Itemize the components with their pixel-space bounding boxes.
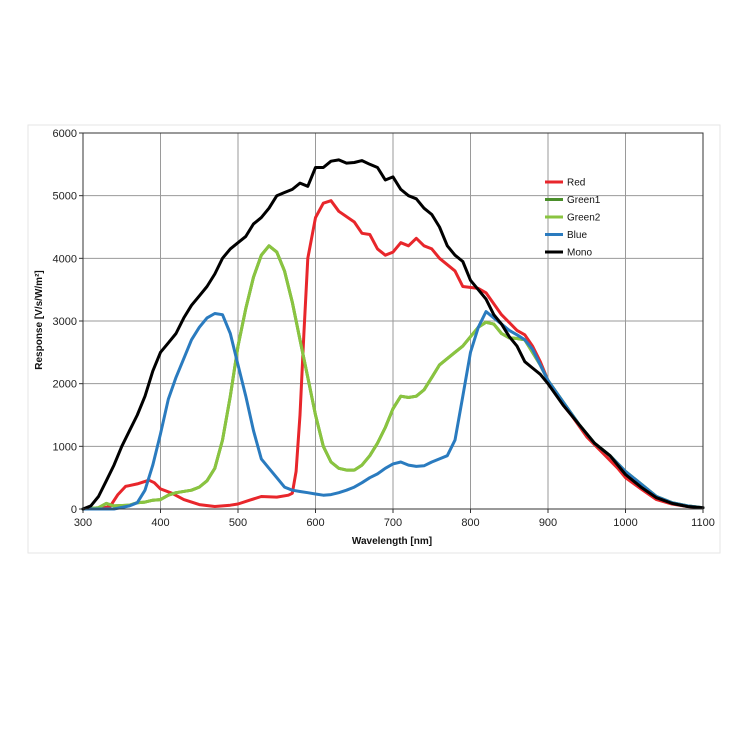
legend-label-green1: Green1 — [567, 195, 601, 206]
x-tick-label: 600 — [306, 517, 324, 529]
series-line-mono — [81, 158, 705, 511]
y-tick-label: 6000 — [53, 128, 77, 140]
legend-label-green2: Green2 — [567, 213, 601, 224]
x-tick-label: 700 — [384, 517, 402, 529]
y-axis-ticks: 0 1000 2000 3000 4000 5000 6000 — [53, 128, 83, 516]
y-tick-label: 2000 — [53, 379, 77, 391]
legend-label-red: Red — [567, 178, 585, 189]
x-tick-label: 300 — [74, 517, 92, 529]
x-tick-label: 900 — [539, 517, 557, 529]
series-line-blue — [81, 310, 705, 511]
legend-label-mono: Mono — [567, 248, 592, 259]
y-tick-label: 3000 — [53, 316, 77, 328]
x-tick-label: 500 — [229, 517, 247, 529]
legend-label-blue: Blue — [567, 230, 587, 241]
series-lines — [81, 158, 705, 511]
x-tick-label: 1000 — [613, 517, 637, 529]
legend: Red Green1 Green2 Blue Mono — [545, 178, 601, 259]
chart-frame — [27, 124, 721, 554]
x-axis-ticks: 300 400 500 600 700 800 900 1000 1100 — [74, 509, 715, 529]
x-tick-label: 400 — [151, 517, 169, 529]
x-tick-label: 1100 — [691, 517, 715, 529]
plot-border — [82, 132, 704, 510]
y-tick-label: 5000 — [53, 191, 77, 203]
y-tick-label: 1000 — [53, 441, 77, 453]
x-tick-label: 800 — [461, 517, 479, 529]
x-axis-title: Wavelength [nm] — [352, 536, 432, 547]
y-tick-label: 0 — [71, 504, 77, 516]
y-axis-title: Response [V/s/W/m²] — [34, 270, 45, 369]
y-tick-label: 4000 — [53, 253, 77, 265]
